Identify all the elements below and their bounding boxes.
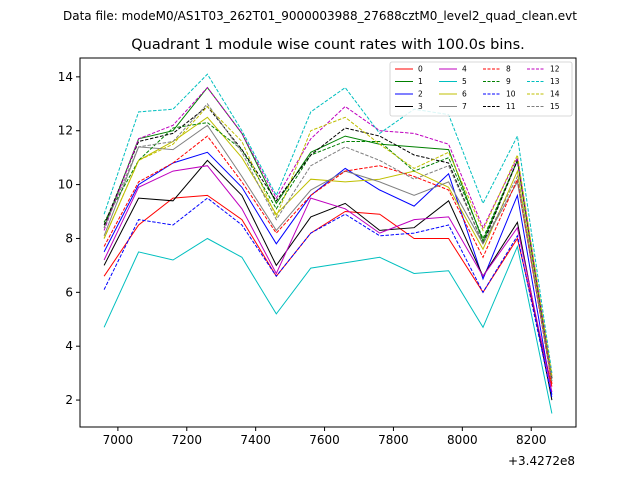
legend-label-14: 14 (550, 90, 560, 99)
series-line-8 (103, 135, 553, 384)
x-offset-label: +3.4272e8 (508, 454, 575, 468)
y-tick-label: 8 (65, 231, 73, 245)
series-line-0 (103, 194, 553, 387)
series-line-7 (103, 124, 553, 382)
x-tick-label: 8000 (447, 433, 478, 447)
x-tick-label: 7200 (172, 433, 203, 447)
series-line-3 (103, 159, 553, 401)
legend-label-7: 7 (462, 102, 467, 111)
series-line-9 (103, 122, 553, 379)
series-line-4 (103, 165, 553, 393)
legend-label-6: 6 (462, 90, 467, 99)
legend-label-9: 9 (506, 77, 511, 86)
legend-label-1: 1 (418, 77, 423, 86)
y-tick-label: 14 (58, 70, 73, 84)
series-line-11 (103, 105, 553, 379)
legend-label-8: 8 (506, 65, 511, 74)
legend-label-5: 5 (462, 77, 467, 86)
legend-label-2: 2 (418, 90, 423, 99)
legend-box (389, 61, 573, 117)
legend-label-4: 4 (462, 65, 467, 74)
legend-label-13: 13 (550, 77, 560, 86)
legend-label-15: 15 (550, 102, 560, 111)
chart-title: Quadrant 1 module wise count rates with … (131, 37, 525, 53)
series-line-2 (103, 151, 553, 395)
legend-label-11: 11 (506, 102, 516, 111)
y-tick-label: 2 (65, 393, 73, 407)
series-line-13 (103, 73, 553, 374)
legend-label-3: 3 (418, 102, 423, 111)
x-tick-label: 7600 (309, 433, 340, 447)
x-tick-label: 7800 (378, 433, 409, 447)
y-tick-label: 6 (65, 285, 73, 299)
y-tick-label: 12 (58, 124, 73, 138)
plot-area: 7000 7200 7400 7600 7800 8000 8200246810121401… (58, 57, 577, 447)
legend-label-12: 12 (550, 65, 560, 74)
data-file-label: Data file: modeM0/AS1T03_262T01_90000039… (63, 9, 577, 23)
y-tick-label: 4 (65, 339, 73, 353)
x-tick-label: 7000 (103, 433, 134, 447)
series-line-5 (103, 237, 553, 414)
legend-label-0: 0 (418, 65, 423, 74)
y-tick-label: 10 (58, 178, 73, 192)
axes-frame (79, 57, 577, 428)
x-tick-label: 7400 (240, 433, 271, 447)
legend-label-10: 10 (506, 90, 516, 99)
series-line-12 (103, 86, 553, 376)
series-line-10 (103, 197, 553, 398)
x-tick-label: 8200 (516, 433, 547, 447)
